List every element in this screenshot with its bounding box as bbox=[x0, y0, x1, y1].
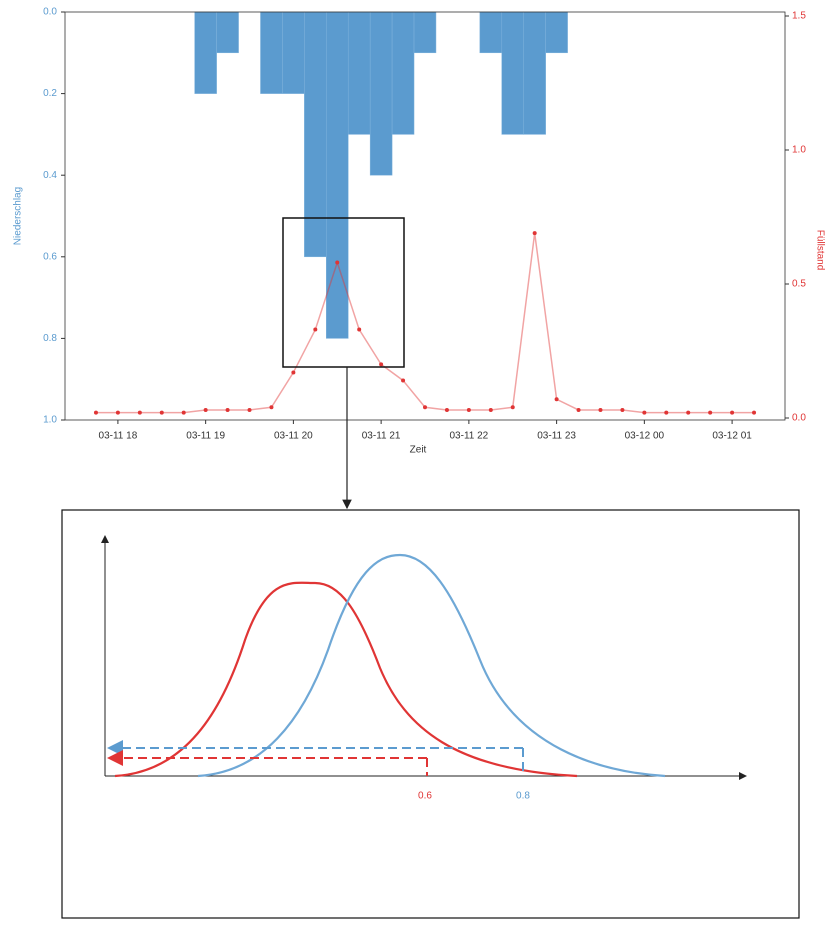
point bbox=[335, 260, 340, 265]
point bbox=[730, 410, 735, 415]
y-tick-label: 0.8 bbox=[43, 333, 57, 344]
point bbox=[225, 407, 230, 412]
point bbox=[554, 397, 559, 402]
point bbox=[291, 370, 296, 375]
point bbox=[510, 405, 515, 410]
point bbox=[664, 410, 669, 415]
bar bbox=[391, 11, 415, 135]
point bbox=[444, 407, 449, 412]
bar bbox=[282, 11, 305, 94]
point bbox=[598, 407, 603, 412]
y-tick-label: 1.0 bbox=[43, 415, 57, 426]
bar bbox=[194, 11, 217, 94]
x-tick-label: 03-12 00 bbox=[625, 431, 665, 442]
plot-frame bbox=[64, 11, 786, 421]
y2-tick-label: 0.5 bbox=[792, 279, 806, 290]
point bbox=[357, 327, 362, 332]
point bbox=[401, 378, 406, 383]
point bbox=[642, 410, 647, 415]
point bbox=[752, 410, 757, 415]
bar bbox=[545, 11, 568, 54]
point bbox=[159, 410, 164, 415]
point bbox=[203, 407, 208, 412]
point bbox=[686, 410, 691, 415]
point bbox=[532, 231, 537, 236]
y2-tick-label: 1.0 bbox=[792, 145, 806, 156]
y-tick-label: 0.6 bbox=[43, 251, 57, 262]
bar bbox=[523, 11, 546, 135]
point bbox=[423, 405, 427, 410]
bar bbox=[501, 11, 524, 135]
point bbox=[247, 407, 252, 412]
y-tick-label: 0.2 bbox=[43, 88, 57, 99]
blue-curve bbox=[197, 553, 666, 778]
bar bbox=[304, 11, 327, 258]
top-chart: 0.0 0.2 0.4 0.6 0.8 1.0 0.0 0.5 1.0 1.5 03-11 18 03… bbox=[43, 7, 806, 442]
bar bbox=[347, 11, 371, 135]
y2-axis-title: Füllstand bbox=[814, 230, 825, 271]
bar bbox=[260, 11, 283, 94]
diagram: 0.6 0.8 bbox=[61, 509, 800, 919]
bar bbox=[413, 11, 437, 54]
zoom-box bbox=[282, 217, 405, 368]
bar bbox=[479, 11, 503, 54]
y-tick-label: 0.4 bbox=[43, 170, 57, 181]
x-tick-label: 03-11 18 bbox=[99, 431, 138, 442]
x-tick-label: 03-11 23 bbox=[537, 431, 576, 442]
line bbox=[95, 232, 755, 414]
x-tick-label: 03-12 01 bbox=[712, 431, 752, 442]
diagram-frame bbox=[61, 509, 800, 919]
point bbox=[115, 410, 120, 415]
point bbox=[466, 407, 471, 412]
blue-label: 0.8 bbox=[516, 791, 530, 802]
y-tick-label: 0.0 bbox=[43, 7, 57, 18]
x-tick-label: 03-11 19 bbox=[186, 431, 225, 442]
y2-tick-label: 0.0 bbox=[792, 413, 806, 424]
y2-tick-label: 1.5 bbox=[792, 11, 806, 22]
point bbox=[708, 410, 713, 415]
point bbox=[93, 410, 98, 415]
point bbox=[620, 407, 625, 412]
bar bbox=[369, 11, 393, 176]
x-tick-label: 03-11 22 bbox=[449, 431, 488, 442]
point bbox=[181, 410, 186, 415]
point bbox=[488, 407, 493, 412]
bar bbox=[326, 11, 349, 339]
point bbox=[269, 405, 274, 410]
y-axis-title: Niederschlag bbox=[13, 187, 24, 245]
red-curve bbox=[114, 581, 578, 778]
x-axis-title: Zeit bbox=[410, 445, 427, 456]
point bbox=[576, 407, 581, 412]
point bbox=[313, 327, 318, 332]
x-tick-label: 03-11 21 bbox=[362, 431, 401, 442]
red-label: 0.6 bbox=[418, 791, 432, 802]
x-tick-label: 03-11 20 bbox=[274, 431, 313, 442]
point bbox=[137, 410, 142, 415]
point bbox=[379, 362, 384, 367]
bar bbox=[216, 11, 239, 54]
